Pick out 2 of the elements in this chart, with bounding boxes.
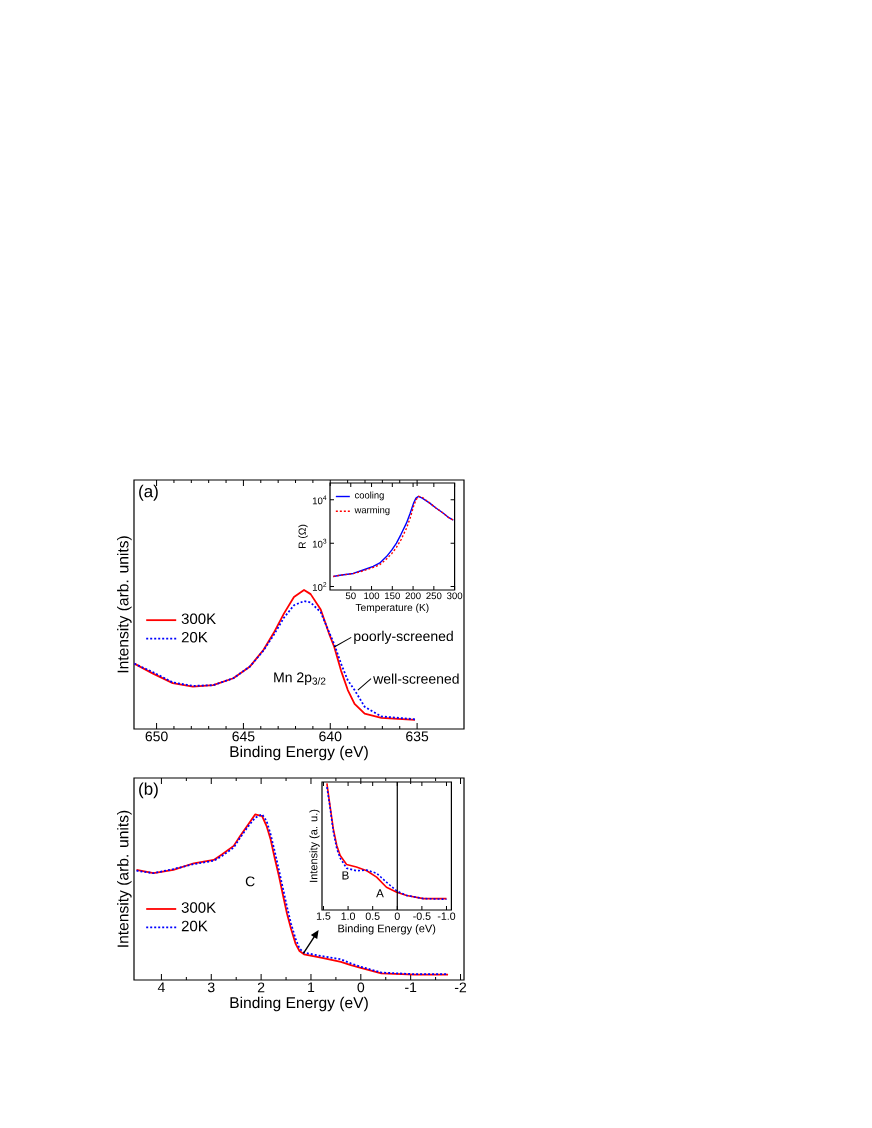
text: (a) bbox=[139, 484, 158, 501]
text: (b) bbox=[139, 782, 158, 799]
